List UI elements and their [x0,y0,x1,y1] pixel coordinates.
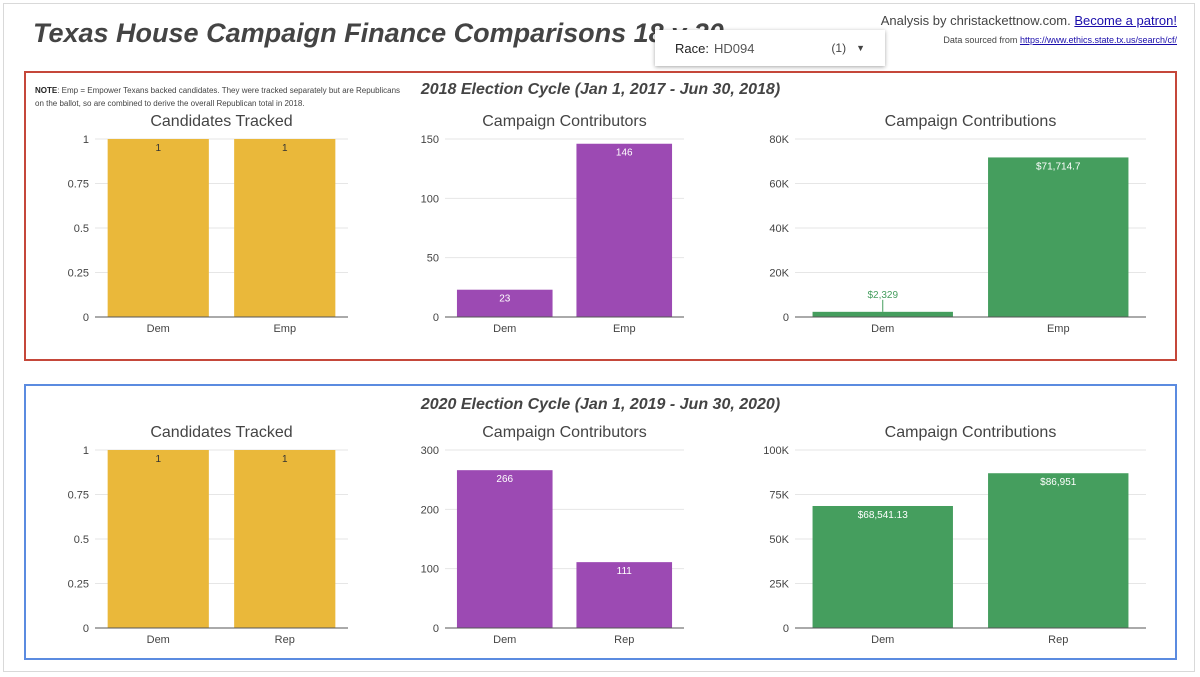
x-tick-label: Dem [871,634,894,646]
y-tick-label: 0.5 [74,534,89,546]
race-filter-count: (1) [831,41,847,55]
data-label: 23 [499,294,511,305]
section-2018: NOTE: Emp = Empower Texans backed candid… [24,71,1177,361]
x-tick-label: Rep [614,634,634,646]
x-tick-label: Emp [613,323,636,335]
data-label: 146 [616,148,633,159]
x-tick-label: Dem [147,634,170,646]
y-tick-label: 0.75 [68,179,89,191]
data-label: $86,951 [1040,477,1077,488]
y-tick-label: 25K [769,579,789,591]
section-title-2020: 2020 Election Cycle (Jan 1, 2019 - Jun 3… [420,396,781,413]
source-link[interactable]: https://www.ethics.state.tx.us/search/cf… [1019,35,1177,45]
x-tick-label: Dem [147,323,170,335]
bar [812,311,953,317]
data-label: $68,541.13 [858,510,908,521]
y-tick-label: 0.25 [68,579,89,591]
chart-candidates-2018: Candidates Tracked 0 0.25 0.5 0.75 1 1 Dem 1 Emp [68,113,348,335]
y-tick-label: 0 [433,312,439,324]
bar [988,473,1129,628]
bar [234,139,336,317]
y-tick-label: 0 [783,312,789,324]
y-tick-label: 100 [421,193,439,205]
x-tick-label: Dem [493,634,516,646]
bar [812,505,953,628]
chevron-down-icon: ▼ [856,43,865,53]
bar [107,450,209,628]
data-label: $71,714.7 [1036,161,1081,172]
chart-candidates-2020: Candidates Tracked 0 0.25 0.5 0.75 1 1 Dem 1 Rep [68,424,348,646]
bar [456,470,553,628]
race-filter-dropdown[interactable]: Race: HD094 (1) ▼ [655,30,885,66]
y-tick-label: 40K [769,223,789,235]
race-filter-label: Race: [675,40,709,56]
y-tick-label: 0 [433,623,439,635]
y-tick-label: 75K [769,490,789,502]
credit-text: Analysis by christackettnow.com. [880,13,1071,28]
y-tick-label: 1 [83,445,89,457]
y-tick-label: 100 [421,564,439,576]
data-label: 266 [496,474,513,485]
x-tick-label: Emp [1047,323,1070,335]
bar [234,450,336,628]
chart-title: Campaign Contributors [482,424,647,441]
data-label: 111 [617,566,633,577]
page-frame [3,3,1195,672]
x-tick-label: Dem [871,323,894,335]
y-tick-label: 0 [83,623,89,635]
chart-contributions-2020: Campaign Contributions 0 25K 50K 75K 100K $68,… [763,424,1146,646]
y-tick-label: 80K [769,134,789,146]
become-patron-link[interactable]: Become a patron! [1074,13,1177,28]
y-tick-label: 50 [427,253,439,265]
y-tick-label: 300 [421,445,439,457]
chart-title: Campaign Contributions [885,113,1057,130]
data-label: 1 [155,143,161,154]
bar [576,143,673,317]
y-tick-label: 100K [763,445,789,457]
chart-contributors-2018: Campaign Contributors 0 50 100 150 23 Dem 146 Em… [421,113,684,335]
y-tick-label: 1 [83,134,89,146]
x-tick-label: Rep [1048,634,1068,646]
x-tick-label: Emp [273,323,296,335]
source-line: Data sourced from https://www.ethics.sta… [943,35,1177,45]
section-title-2018: 2018 Election Cycle (Jan 1, 2017 - Jun 3… [420,81,781,98]
chart-title: Candidates Tracked [150,424,292,441]
bar [107,139,209,317]
page-title: Texas House Campaign Finance Comparisons… [33,18,724,48]
y-tick-label: 20K [769,268,789,280]
y-tick-label: 50K [769,534,789,546]
y-tick-label: 0.5 [74,223,89,235]
note-label: NOTE [35,86,58,95]
data-label: 1 [155,454,161,465]
y-tick-label: 0 [783,623,789,635]
chart-title: Campaign Contributions [885,424,1057,441]
y-tick-label: 0.25 [68,268,89,280]
source-text: Data sourced from [943,35,1018,45]
y-tick-label: 0.75 [68,490,89,502]
x-tick-label: Rep [275,634,295,646]
bar [456,289,553,317]
data-label: 1 [282,454,288,465]
chart-title: Candidates Tracked [150,113,292,130]
y-tick-label: 200 [421,504,439,516]
race-filter-value: HD094 [713,40,755,56]
y-tick-label: 60K [769,179,789,191]
bar [988,157,1129,317]
bar [576,562,673,628]
x-tick-label: Dem [493,323,516,335]
chart-title: Campaign Contributors [482,113,647,130]
note-body: : Emp = Empower Texans backed candidates… [35,86,401,108]
y-tick-label: 0 [83,312,89,324]
y-tick-label: 150 [421,134,439,146]
note-text: NOTE: Emp = Empower Texans backed candid… [35,84,410,110]
section-2020: 2020 Election Cycle (Jan 1, 2019 - Jun 3… [24,384,1177,660]
chart-contributors-2020: Campaign Contributors 0 100 200 300 266 Dem 111… [421,424,684,646]
data-label: $2,329 [867,290,898,301]
data-label: 1 [282,143,288,154]
credit-line: Analysis by christackettnow.com. Become … [881,13,1177,28]
chart-contributions-2018: Campaign Contributions 0 20K 40K 60K 80K $2,32… [769,113,1146,335]
